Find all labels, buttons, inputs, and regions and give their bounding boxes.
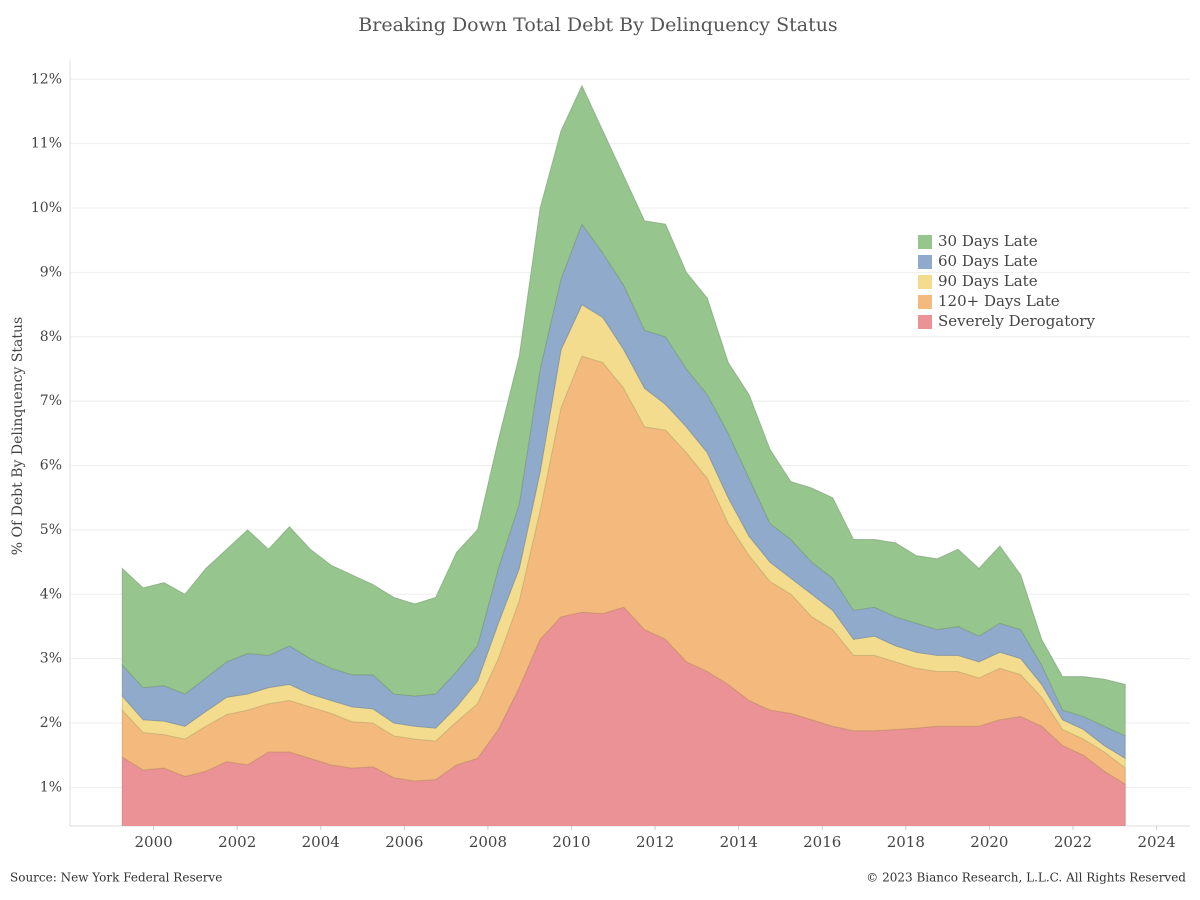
x-tick-label: 2018 xyxy=(887,833,925,851)
y-tick-label: 1% xyxy=(40,779,62,795)
chart-title: Breaking Down Total Debt By Delinquency … xyxy=(358,14,837,36)
x-tick-label: 2012 xyxy=(636,833,674,851)
legend-label: Severely Derogatory xyxy=(938,312,1095,330)
y-axis-label: % Of Debt By Delinquency Status xyxy=(10,317,26,555)
y-tick-label: 5% xyxy=(40,522,62,538)
x-tick-label: 2024 xyxy=(1137,833,1175,851)
legend-swatch xyxy=(918,295,932,309)
x-tick-label: 2004 xyxy=(302,833,340,851)
legend-swatch xyxy=(918,235,932,249)
source: Source: New York Federal Reserve xyxy=(10,871,222,885)
y-tick-label: 12% xyxy=(31,71,62,87)
copyright: © 2023 Bianco Research, L.L.C. All Right… xyxy=(866,871,1186,885)
y-tick-label: 2% xyxy=(40,715,62,731)
y-tick-label: 9% xyxy=(40,264,62,280)
x-tick-label: 2022 xyxy=(1054,833,1092,851)
y-tick-label: 8% xyxy=(40,329,62,345)
legend-label: 60 Days Late xyxy=(938,252,1038,270)
legend-label: 90 Days Late xyxy=(938,272,1038,290)
legend-label: 30 Days Late xyxy=(938,232,1038,250)
y-tick-label: 7% xyxy=(40,393,62,409)
x-tick-label: 2014 xyxy=(720,833,758,851)
legend-swatch xyxy=(918,315,932,329)
legend-swatch xyxy=(918,255,932,269)
x-tick-label: 2002 xyxy=(218,833,256,851)
y-tick-label: 4% xyxy=(40,586,62,602)
area xyxy=(121,84,1126,737)
y-tick-label: 10% xyxy=(31,200,62,216)
x-tick-label: 2006 xyxy=(385,833,423,851)
x-tick-label: 2010 xyxy=(552,833,590,851)
plot-area xyxy=(121,84,1126,826)
x-tick-label: 2020 xyxy=(970,833,1008,851)
y-tick-label: 3% xyxy=(40,651,62,667)
y-tick-label: 6% xyxy=(40,458,62,474)
legend-swatch xyxy=(918,275,932,289)
x-tick-label: 2008 xyxy=(469,833,507,851)
y-tick-label: 11% xyxy=(31,136,62,152)
x-tick-label: 2016 xyxy=(803,833,841,851)
x-tick-label: 2000 xyxy=(134,833,172,851)
legend-label: 120+ Days Late xyxy=(938,292,1060,310)
